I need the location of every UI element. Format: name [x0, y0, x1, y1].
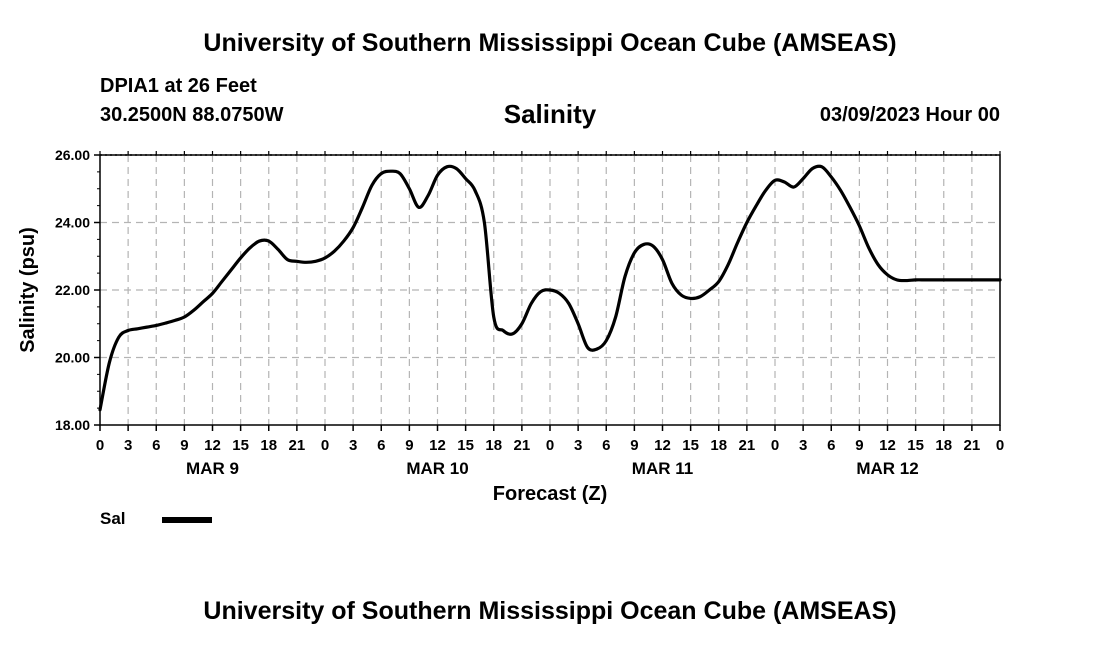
x-tick-label: 15 [232, 437, 249, 454]
chart-title: Salinity [503, 99, 597, 129]
coordinates-label: 30.2500N 88.0750W [100, 104, 284, 126]
x-tick-label: 6 [602, 437, 610, 454]
legend-swatch [162, 517, 212, 523]
y-axis-title: Salinity (psu) [17, 227, 39, 353]
x-tick-label: 6 [827, 437, 835, 454]
page-title: University of Southern Mississippi Ocean… [203, 29, 897, 57]
y-tick-label: 26.00 [55, 147, 90, 163]
y-tick-label: 24.00 [55, 215, 90, 231]
x-tick-label: 0 [771, 437, 779, 454]
x-tick-label: 21 [514, 437, 531, 454]
y-tick-label: 22.00 [55, 282, 90, 298]
x-tick-label: 9 [405, 437, 413, 454]
x-tick-label: 3 [574, 437, 582, 454]
x-tick-label: 21 [964, 437, 981, 454]
x-tick-label: 21 [739, 437, 756, 454]
x-tick-label: 9 [630, 437, 638, 454]
x-tick-label: 0 [996, 437, 1004, 454]
legend-label: Sal [100, 509, 126, 528]
forecast-date-label: 03/09/2023 Hour 00 [819, 104, 1000, 126]
x-tick-label: 3 [799, 437, 807, 454]
x-tick-label: 0 [96, 437, 104, 454]
x-tick-label: 12 [204, 437, 221, 454]
x-day-label: MAR 9 [186, 459, 239, 478]
x-tick-label: 18 [260, 437, 277, 454]
x-tick-label: 9 [855, 437, 863, 454]
x-axis-title: Forecast (Z) [493, 483, 607, 505]
x-tick-label: 12 [879, 437, 896, 454]
x-tick-label: 12 [429, 437, 446, 454]
footer-title: University of Southern Mississippi Ocean… [203, 597, 897, 625]
x-day-label: MAR 10 [406, 459, 468, 478]
x-tick-label: 0 [321, 437, 329, 454]
x-tick-label: 15 [907, 437, 924, 454]
x-tick-label: 15 [682, 437, 699, 454]
y-tick-label: 20.00 [55, 350, 90, 366]
x-tick-label: 18 [485, 437, 502, 454]
x-tick-label: 6 [377, 437, 385, 454]
x-tick-label: 18 [710, 437, 727, 454]
station-label: DPIA1 at 26 Feet [100, 75, 257, 97]
x-tick-label: 21 [289, 437, 306, 454]
x-tick-label: 6 [152, 437, 160, 454]
x-day-label: MAR 12 [856, 459, 918, 478]
x-tick-label: 12 [654, 437, 671, 454]
x-tick-label: 3 [124, 437, 132, 454]
x-tick-label: 0 [546, 437, 554, 454]
x-tick-label: 15 [457, 437, 474, 454]
y-tick-label: 18.00 [55, 417, 90, 433]
x-tick-label: 3 [349, 437, 357, 454]
x-tick-label: 18 [935, 437, 952, 454]
x-tick-label: 9 [180, 437, 188, 454]
x-day-label: MAR 11 [632, 459, 693, 478]
series-line-sal [98, 164, 1002, 412]
